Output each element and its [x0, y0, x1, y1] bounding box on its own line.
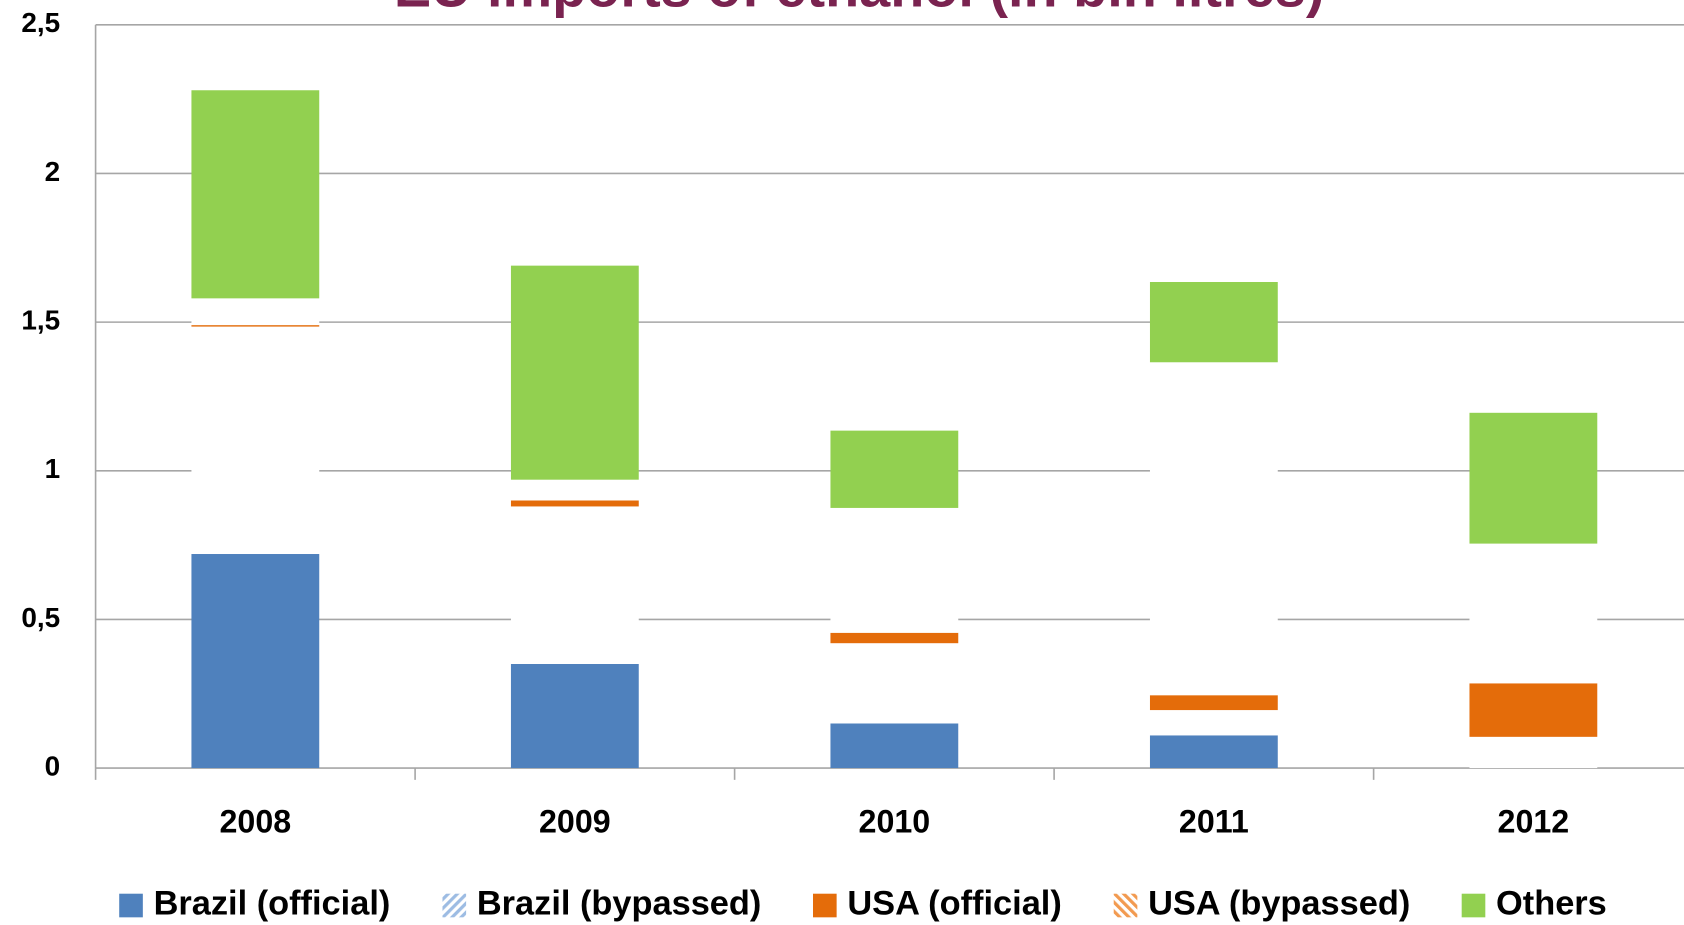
- x-tick-label: 2010: [859, 803, 931, 839]
- bar-segment: [510, 265, 639, 480]
- y-tick-label: 1,5: [21, 305, 60, 336]
- legend-label: USA (bypassed): [1148, 885, 1410, 923]
- y-tick-label: 0: [45, 750, 61, 781]
- legend-label: Others: [1496, 885, 1607, 923]
- legend-swatch: [442, 893, 467, 918]
- x-tick-label: 2011: [1179, 803, 1249, 839]
- bar-segment: [830, 723, 959, 769]
- bar-segment: [191, 554, 320, 769]
- bar-segment: [191, 90, 320, 299]
- legend-label: Brazil (official): [154, 885, 391, 923]
- x-tick-label: 2008: [220, 803, 292, 839]
- bar-segment: [1149, 695, 1278, 711]
- bar-segment: [191, 326, 320, 555]
- bar-segment: [191, 325, 320, 327]
- legend-label: USA (official): [847, 885, 1061, 923]
- bar-segment: [510, 500, 639, 507]
- y-tick-label: 1: [45, 453, 61, 484]
- bar-segment: [830, 632, 959, 644]
- bar-segment: [1149, 735, 1278, 769]
- legend-label: Brazil (bypassed): [477, 885, 762, 923]
- y-tick-label: 2: [45, 156, 61, 187]
- bar-segment: [510, 664, 639, 769]
- legend-swatch: [119, 893, 143, 918]
- legend-swatch: [1113, 893, 1138, 918]
- legend-swatch: [813, 893, 837, 918]
- legend-swatch: [1461, 893, 1486, 918]
- bar-segment: [191, 298, 320, 326]
- bar-segment: [510, 479, 639, 501]
- y-tick-label: 0,5: [21, 602, 60, 633]
- bar-segment: [1149, 362, 1278, 696]
- bar-segment: [1149, 281, 1278, 363]
- bar-segment: [1469, 412, 1598, 544]
- bar-segment: [510, 506, 639, 665]
- y-tick-label: 2,5: [21, 7, 60, 38]
- bar-segment: [1469, 736, 1598, 769]
- bar-segment: [830, 507, 959, 633]
- bar-segment: [830, 643, 959, 724]
- bar-segment: [1149, 710, 1278, 736]
- bar-segment: [1469, 543, 1598, 684]
- chart-title: EU imports of ethanol (in bln litres): [394, 0, 1325, 18]
- x-tick-label: 2009: [539, 803, 611, 839]
- bar-segment: [830, 430, 959, 508]
- x-tick-label: 2012: [1498, 803, 1570, 839]
- bar-segment: [1469, 683, 1598, 737]
